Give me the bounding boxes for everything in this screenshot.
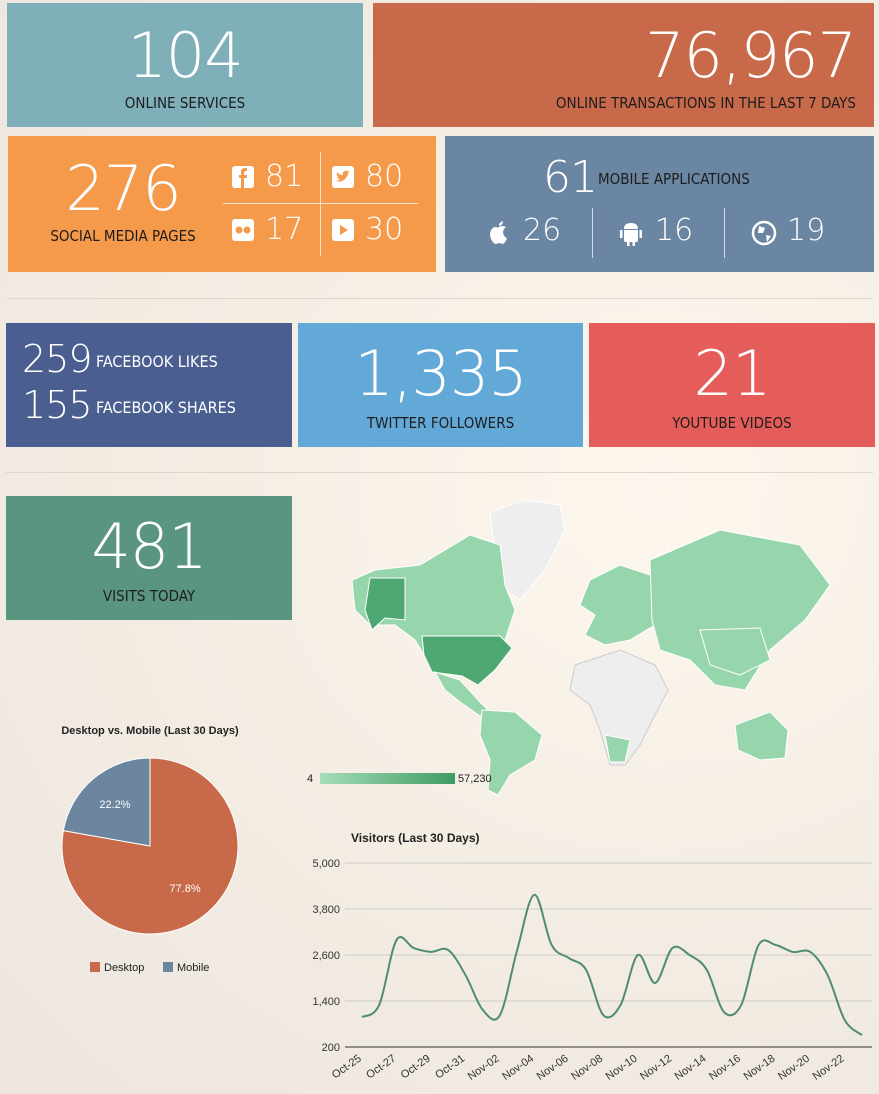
pie-label: 22.2% bbox=[99, 799, 130, 811]
tile-value: 1,335 bbox=[354, 337, 528, 410]
x-tick-label: Nov-14 bbox=[673, 1053, 709, 1083]
pie-label: 77.8% bbox=[169, 883, 200, 895]
y-tick-label: 200 bbox=[322, 1042, 340, 1054]
y-tick-label: 3,800 bbox=[312, 904, 340, 916]
legend-label: Mobile bbox=[177, 962, 209, 974]
divider bbox=[724, 208, 725, 258]
mobile-tile: 61 MOBILE APPLICATIONS 26 16 19 bbox=[445, 136, 874, 272]
x-tick-label: Nov-08 bbox=[569, 1053, 605, 1083]
x-tick-label: Nov-18 bbox=[742, 1053, 778, 1083]
tile-label: MOBILE APPLICATIONS bbox=[598, 170, 750, 188]
map-legend-max: 57,230 bbox=[458, 773, 492, 785]
legend-swatch bbox=[163, 962, 173, 972]
tile-label: ONLINE SERVICES bbox=[124, 94, 246, 112]
youtube-count: 30 bbox=[365, 212, 404, 247]
x-tick-label: Nov-04 bbox=[500, 1053, 536, 1083]
flickr-count: 17 bbox=[265, 212, 304, 247]
pie-slice bbox=[62, 757, 151, 847]
tile-value: 21 bbox=[693, 337, 772, 410]
divider bbox=[320, 152, 321, 256]
social-tile: 276 SOCIAL MEDIA PAGES 81 80 17 30 bbox=[8, 136, 436, 272]
x-tick-label: Oct-27 bbox=[364, 1053, 398, 1082]
legend-swatch bbox=[90, 962, 100, 972]
tile-value: 276 bbox=[65, 152, 181, 225]
europe bbox=[579, 564, 661, 646]
map-legend-min: 4 bbox=[307, 773, 313, 785]
youtube-tile: 21 YOUTUBE VIDEOS bbox=[589, 323, 875, 447]
x-tick-label: Nov-16 bbox=[707, 1053, 743, 1083]
web-count: 19 bbox=[787, 213, 826, 248]
africa bbox=[569, 649, 669, 766]
android-icon bbox=[620, 223, 642, 246]
tile-label: VISITS TODAY bbox=[102, 587, 196, 605]
x-tick-label: Nov-20 bbox=[776, 1053, 812, 1083]
world-map bbox=[351, 499, 831, 796]
tile-value: 481 bbox=[91, 510, 207, 583]
asia bbox=[649, 529, 831, 691]
north-america bbox=[351, 534, 516, 666]
usa bbox=[421, 635, 513, 686]
facebook-icon bbox=[232, 166, 254, 188]
chart-title: Visitors (Last 30 Days) bbox=[351, 831, 480, 845]
tile-label: TWITTER FOLLOWERS bbox=[366, 414, 515, 432]
twitter-count: 80 bbox=[365, 159, 404, 194]
tile-value: 76,967 bbox=[645, 19, 857, 92]
y-tick-label: 5,000 bbox=[312, 858, 340, 870]
twitter-tile: 1,335 TWITTER FOLLOWERS bbox=[298, 323, 583, 447]
transactions-tile: 76,967 ONLINE TRANSACTIONS IN THE LAST 7… bbox=[373, 3, 874, 127]
divider bbox=[223, 203, 418, 204]
visits-tile: 481 VISITS TODAY bbox=[6, 496, 292, 620]
facebook-count: 81 bbox=[265, 159, 304, 194]
online-services-tile: 104 ONLINE SERVICES bbox=[7, 3, 363, 127]
south-america bbox=[479, 709, 543, 796]
alaska bbox=[364, 577, 406, 631]
tile-label: YOUTUBE VIDEOS bbox=[672, 414, 792, 432]
youtube-icon bbox=[332, 219, 354, 241]
x-tick-label: Oct-29 bbox=[399, 1053, 433, 1082]
x-tick-label: Nov-22 bbox=[811, 1053, 847, 1083]
x-tick-label: Oct-31 bbox=[433, 1053, 467, 1082]
x-tick-label: Nov-10 bbox=[604, 1053, 640, 1083]
y-tick-label: 1,400 bbox=[312, 996, 340, 1008]
web-icon bbox=[751, 220, 777, 246]
ios-count: 26 bbox=[523, 213, 562, 248]
x-tick-label: Oct-25 bbox=[330, 1053, 364, 1082]
africa-partial bbox=[604, 734, 631, 763]
divider bbox=[592, 208, 593, 258]
twitter-icon bbox=[332, 166, 354, 188]
apple-icon bbox=[490, 221, 507, 244]
android-count: 16 bbox=[655, 213, 694, 248]
likes-label: FACEBOOK LIKES bbox=[96, 352, 218, 371]
shares-label: FACEBOOK SHARES bbox=[96, 398, 236, 417]
visitors-line bbox=[361, 893, 863, 1036]
facebook-tile: 259 FACEBOOK LIKES 155 FACEBOOK SHARES bbox=[6, 323, 292, 447]
y-tick-label: 2,600 bbox=[312, 950, 340, 962]
tile-value: 104 bbox=[127, 19, 243, 92]
x-tick-label: Nov-02 bbox=[466, 1053, 502, 1083]
x-tick-label: Nov-12 bbox=[638, 1053, 674, 1083]
flickr-icon bbox=[232, 219, 254, 241]
tile-label: SOCIAL MEDIA PAGES bbox=[50, 227, 196, 245]
map-legend-bar bbox=[320, 773, 455, 784]
likes-value: 259 bbox=[22, 337, 93, 381]
tile-label: ONLINE TRANSACTIONS IN THE LAST 7 DAYS bbox=[555, 94, 856, 112]
china bbox=[699, 627, 771, 676]
legend-label: Desktop bbox=[104, 962, 144, 974]
australia bbox=[734, 711, 789, 761]
separator bbox=[6, 472, 873, 473]
x-tick-label: Nov-06 bbox=[535, 1053, 571, 1083]
separator bbox=[6, 298, 873, 299]
chart-title: Desktop vs. Mobile (Last 30 Days) bbox=[61, 725, 239, 737]
shares-value: 155 bbox=[22, 383, 93, 427]
tile-value: 61 bbox=[543, 152, 598, 203]
